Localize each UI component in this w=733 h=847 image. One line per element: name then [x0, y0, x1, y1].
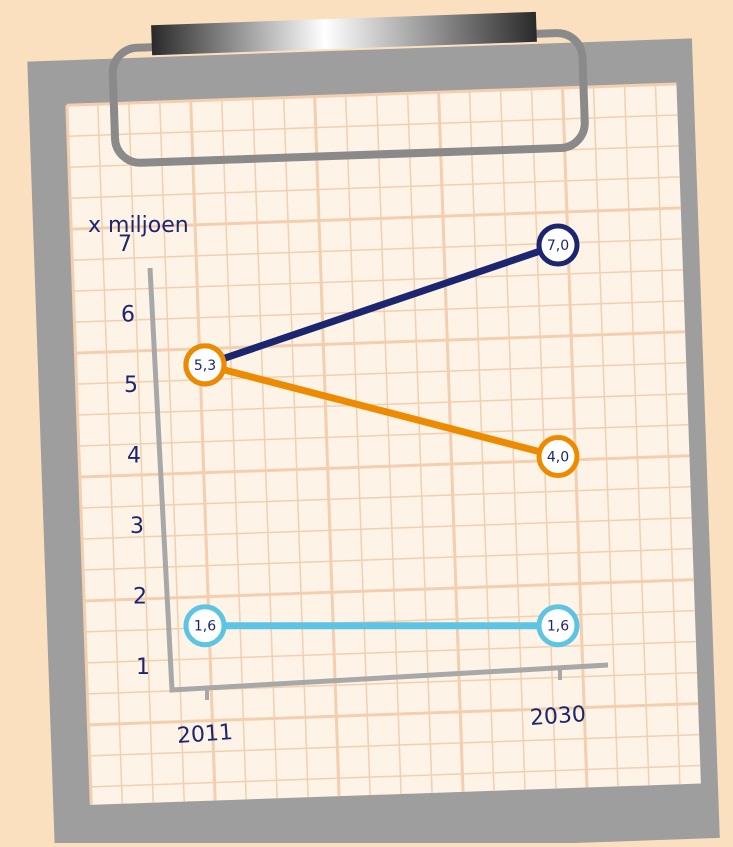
paper-grid-line	[499, 90, 526, 790]
paper-grid-line	[220, 99, 247, 800]
data-label: 5,3	[194, 358, 216, 374]
paper-grid-line	[70, 176, 680, 199]
series-line	[203, 241, 560, 369]
paper-grid-line	[67, 114, 678, 137]
data-label: 7,0	[547, 238, 569, 254]
paper-grid-line	[90, 764, 701, 788]
paper-grid-line	[73, 269, 683, 292]
paper-grid-line	[86, 640, 696, 664]
paper-grid-line	[66, 82, 677, 107]
data-point	[183, 604, 227, 648]
data-point	[536, 223, 580, 267]
paper-grid-line	[189, 100, 217, 801]
paper-grid-line	[623, 85, 650, 786]
y-tick-label: 6	[121, 303, 135, 328]
paper-grid-line	[74, 300, 685, 323]
paper-grid-line	[561, 87, 589, 788]
paper-grid-line	[530, 88, 557, 789]
paper-grid-line	[81, 516, 692, 540]
y-tick-label: 2	[133, 585, 147, 610]
paper-grid-line	[77, 393, 688, 416]
paper-grid-line	[97, 104, 123, 804]
y-tick-label: 1	[136, 655, 150, 680]
data-label: 4,0	[547, 450, 569, 466]
data-point	[183, 343, 227, 387]
clipboard	[27, 11, 720, 847]
paper-grid-line	[654, 84, 681, 785]
paper-grid-line	[71, 206, 681, 231]
y-tick-label: 5	[124, 373, 138, 398]
paper-grid-line	[65, 105, 93, 805]
paper-grid-line	[592, 86, 619, 787]
series-line	[204, 361, 559, 460]
paper-grid-line	[159, 101, 185, 802]
paper-grid-line	[72, 238, 682, 261]
paper-grid-line	[128, 103, 154, 803]
x-tick-label: 2011	[176, 720, 234, 749]
x-tick-label: 2030	[529, 702, 587, 731]
y-tick-label: 4	[127, 444, 141, 469]
data-point	[536, 604, 580, 648]
data-label: 1,6	[194, 619, 216, 635]
clip-bar	[151, 11, 537, 56]
paper-grid-line	[75, 330, 686, 355]
paper-grid-line	[84, 578, 694, 603]
y-axis-label: x miljoen	[88, 213, 189, 238]
y-tick-label: 7	[118, 232, 132, 257]
paper-grid-line	[83, 547, 693, 571]
paper-grid-line	[79, 454, 690, 479]
paper-grid-line	[76, 362, 687, 385]
paper-grid-line	[88, 702, 699, 727]
data-label: 1,6	[547, 619, 569, 635]
data-point	[536, 435, 580, 478]
axis-line	[147, 267, 609, 693]
paper-grid-line	[78, 424, 689, 447]
paper-grid-line	[89, 733, 700, 757]
paper-grid-line	[80, 485, 691, 509]
plot: 2011203012345675,37,05,34,01,61,6	[118, 223, 609, 749]
y-tick-label: 3	[130, 514, 144, 539]
